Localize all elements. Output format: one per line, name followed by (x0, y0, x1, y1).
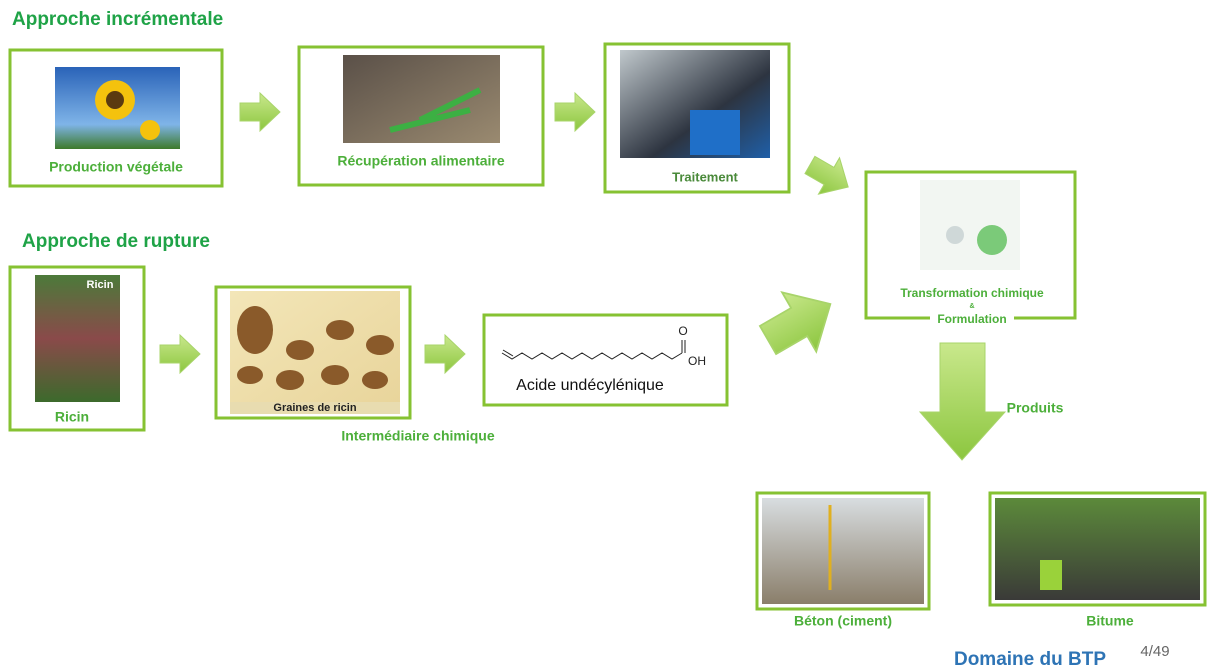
atom-label: OH (688, 354, 706, 368)
step-label: Formulation (937, 312, 1006, 326)
image-caption: Ricin (87, 279, 114, 291)
asphalt-image (1040, 560, 1062, 590)
step-label: & (969, 303, 974, 310)
kitchen-image (343, 55, 500, 143)
flow-arrow (160, 335, 200, 373)
plant-image (690, 110, 740, 155)
domain-title: Domaine du BTP (954, 649, 1106, 670)
step-label: Ricin (55, 409, 89, 425)
flow-arrow (425, 335, 465, 373)
section-title: Approche de rupture (22, 231, 210, 252)
step-label: Traitement (672, 169, 738, 184)
slide: Approche incrémentale Production végétal… (0, 0, 1208, 670)
atom-label: O (678, 324, 687, 338)
ricin-image (35, 275, 120, 402)
step-label: Récupération alimentaire (337, 153, 504, 169)
sunflower-icon (140, 120, 160, 140)
section-title: Approche incrémentale (12, 9, 223, 30)
flow-arrow (800, 147, 859, 205)
construction-image (762, 498, 924, 604)
sunflower-icon (106, 91, 124, 109)
lab-image (946, 226, 964, 244)
flow-arrow (751, 274, 848, 369)
product-label: Bitume (1086, 613, 1134, 629)
step-label: Transformation chimique (900, 286, 1044, 300)
step-label: Production végétale (49, 159, 183, 175)
lab-image (920, 180, 1020, 270)
flow-arrow (240, 93, 280, 131)
product-label: Béton (ciment) (794, 613, 892, 629)
image-caption: Graines de ricin (273, 402, 356, 414)
molecule-name: Acide undécylénique (516, 377, 664, 394)
arrow-label: Produits (1007, 400, 1064, 416)
asphalt-image (995, 498, 1200, 600)
lab-image (977, 225, 1007, 255)
flow-arrow (555, 93, 595, 131)
step-label: Intermédiaire chimique (341, 428, 494, 444)
page-number: 4/49 (1140, 643, 1169, 660)
flow-arrow (920, 343, 1005, 460)
